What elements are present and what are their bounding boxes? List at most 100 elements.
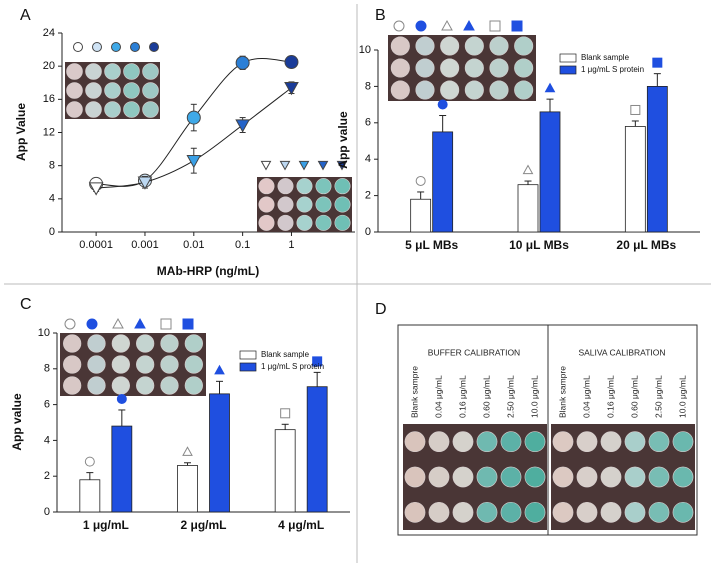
well [428,501,450,523]
well [648,466,670,488]
x-tick-label: 0.1 [235,239,250,251]
y-tick-label: 2 [365,190,371,202]
well [524,501,546,523]
well [136,334,155,353]
y-tick-label: 20 [43,60,55,72]
bar [410,198,432,233]
photo [388,35,536,101]
x-axis-label: MAb-HRP (ng/mL) [157,264,259,278]
symbol-key [112,317,124,329]
column-label: Blank sampre [557,366,567,418]
well [390,36,410,56]
y-tick-label: 8 [365,80,371,92]
well [440,36,460,56]
well [552,501,574,523]
section-title: BUFFER CALIBRATION [428,347,520,357]
well [415,58,435,78]
well [672,501,694,523]
symbol [437,99,448,110]
y-tick-label: 4 [365,153,371,165]
well [500,431,522,453]
well [123,63,140,80]
bar [539,111,561,233]
symbol-key [111,42,121,52]
panel-label: A [20,7,31,24]
y-tick-label: 0 [49,226,55,238]
well [415,80,435,100]
well [428,466,450,488]
well [136,376,155,395]
column-label: 0.04 μg/mL [581,375,591,418]
y-axis-label: App value [10,393,24,451]
bar [111,425,133,513]
well [66,63,83,80]
well [136,355,155,374]
point [284,55,299,70]
symbol-key [182,318,194,330]
well [66,101,83,118]
bar [177,465,198,513]
y-axis-label: App value [336,111,350,169]
symbol-key [317,160,329,171]
well [315,178,332,195]
well [63,376,82,395]
well [524,466,546,488]
point [235,119,250,133]
y-tick-label: 8 [49,160,55,172]
bar [274,429,296,513]
well [277,214,294,231]
panel-label: C [20,296,32,313]
well [452,501,474,523]
well [404,431,426,453]
bar [646,86,668,233]
well [476,466,498,488]
symbol-key [64,318,76,330]
y-tick-label: 16 [43,93,55,105]
x-tick-label: 20 μL MBs [616,238,676,252]
well [524,431,546,453]
well [404,466,426,488]
well [464,58,484,78]
well [184,376,203,395]
panel-label: B [375,7,386,24]
y-tick-label: 6 [44,399,50,411]
point [137,176,153,190]
well [63,355,82,374]
y-tick-label: 24 [43,27,55,39]
symbol-key [260,160,272,171]
well [624,466,646,488]
legend-label: Blank sample [581,53,630,62]
well [104,101,121,118]
symbol-key [73,42,83,52]
symbol [312,356,323,367]
well [142,82,159,99]
well [296,178,313,195]
x-tick-label: 5 μL MBs [405,238,458,252]
well [514,58,534,78]
well [87,334,106,353]
y-tick-label: 6 [365,117,371,129]
well [142,63,159,80]
well [85,63,102,80]
y-tick-label: 4 [44,434,50,446]
symbol-key [160,318,172,330]
well [428,431,450,453]
well [296,214,313,231]
well [464,80,484,100]
point [186,110,201,125]
symbol [214,364,225,375]
y-tick-label: 8 [44,363,50,375]
well [415,36,435,56]
well [514,36,534,56]
well [87,376,106,395]
y-tick-label: 0 [44,506,50,518]
well [500,501,522,523]
symbol-key [511,20,523,32]
legend-swatch [239,350,257,360]
well [600,466,622,488]
well [315,214,332,231]
legend-swatch [239,362,257,372]
well [334,214,351,231]
well [104,63,121,80]
